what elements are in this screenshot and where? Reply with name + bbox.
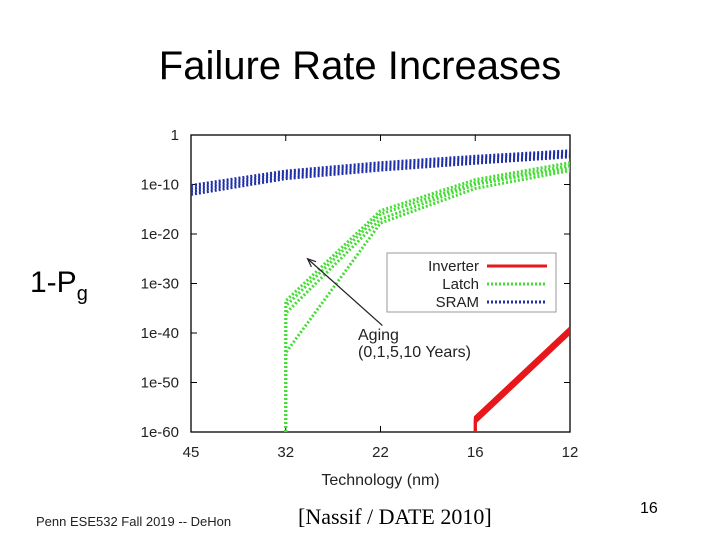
x-tick-label: 12 (562, 444, 579, 461)
aging-annotation: Aging(0,1,5,10 Years) (306, 257, 471, 361)
series-line-sram (191, 153, 570, 193)
annotation-arrow-head (306, 257, 317, 268)
y-tick-label: 1e-20 (141, 226, 179, 243)
series-line-latch (284, 161, 570, 432)
footer-course: Penn ESE532 Fall 2019 -- DeHon (36, 514, 232, 529)
series-line-sram (191, 155, 570, 196)
y-axis-label: 1-Pg (30, 266, 88, 306)
y-tick-label: 1 (171, 127, 179, 144)
annotation-line-2: (0,1,5,10 Years) (358, 344, 471, 361)
page-number: 16 (640, 500, 658, 517)
y-axis-label-main: 1-P (30, 266, 77, 299)
series-line-latch (284, 169, 570, 432)
y-tick-label: 1e-40 (141, 325, 179, 342)
series-line-sram (191, 149, 570, 187)
y-axis-label-subscript: g (76, 283, 88, 305)
legend-label-inverter: Inverter (428, 258, 479, 275)
y-tick-label: 1e-50 (141, 375, 179, 392)
series-sram (191, 149, 570, 196)
footer-citation: [Nassif / DATE 2010] (298, 504, 492, 529)
legend-label-latch: Latch (442, 276, 479, 293)
series-line-sram (191, 151, 570, 190)
legend-label-sram: SRAM (436, 294, 479, 311)
x-axis-title: Technology (nm) (321, 472, 439, 489)
y-tick-label: 1e-30 (141, 276, 179, 293)
y-tick-label: 1e-10 (141, 177, 179, 194)
series-latch (284, 161, 570, 432)
x-tick-label: 22 (372, 444, 389, 461)
series-inverter (473, 327, 570, 432)
y-tick-label: 1e-60 (141, 424, 179, 441)
x-tick-label: 32 (277, 444, 294, 461)
series-line-inverter (473, 331, 570, 432)
x-tick-label: 45 (183, 444, 200, 461)
series-layer (191, 149, 570, 432)
slide-title: Failure Rate Increases (158, 44, 562, 88)
series-line-latch (284, 166, 570, 432)
annotation-line-1: Aging (358, 327, 399, 344)
x-tick-label: 16 (467, 444, 484, 461)
annotation-arrow-line (307, 258, 383, 327)
